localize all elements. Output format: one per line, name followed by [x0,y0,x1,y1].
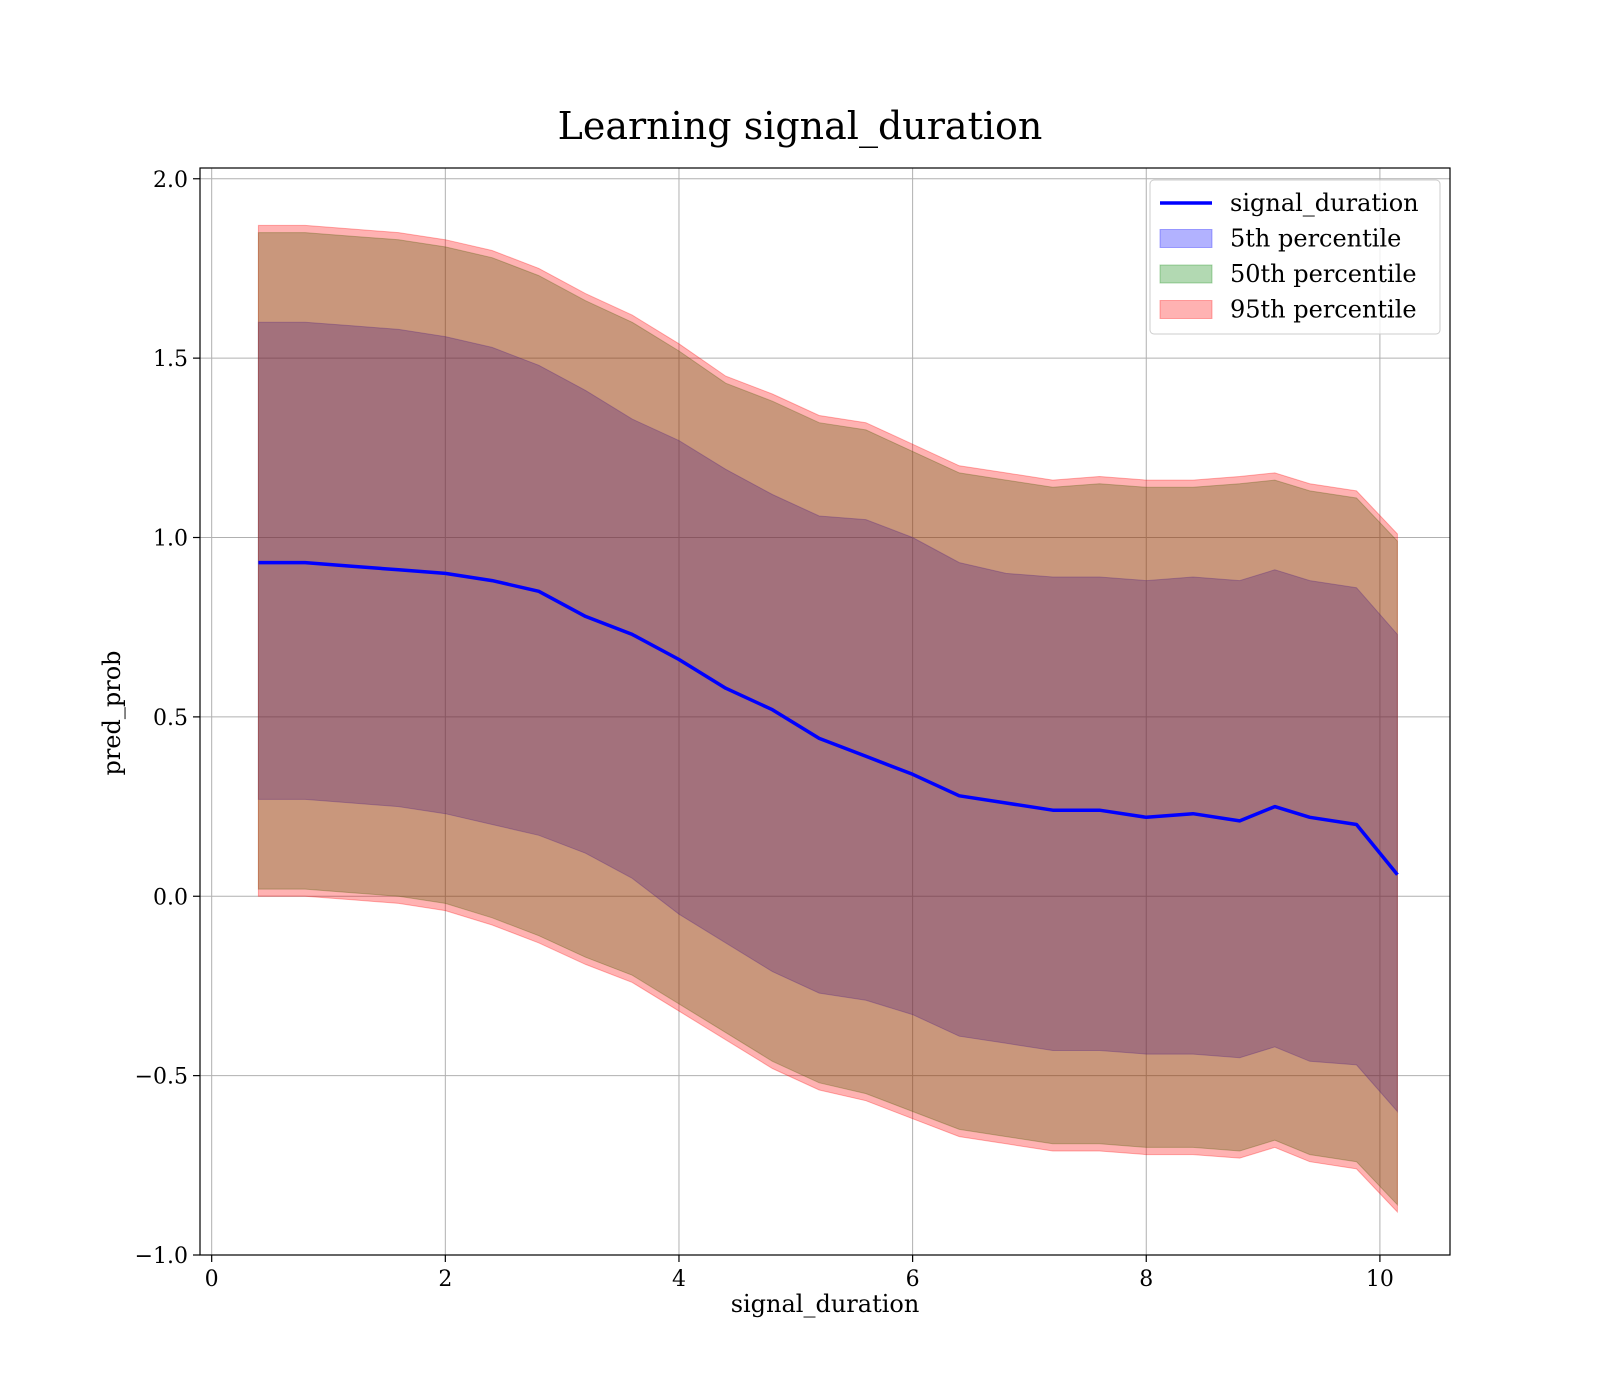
legend-label-signal-duration: signal_duration [1230,189,1419,217]
y-axis-label: pred_prob [98,650,126,775]
y-tick-label: −0.5 [135,1065,188,1090]
y-tick-label: 0.5 [153,706,188,731]
x-tick-label: 6 [906,1267,920,1292]
legend-label-50th-percentile: 50th percentile [1230,260,1417,288]
band-95th-percentile [257,224,1398,1214]
y-tick-label: 0.0 [153,885,188,910]
legend-label-5th-percentile: 5th percentile [1230,225,1401,253]
y-tick-label: 1.0 [153,527,188,552]
y-tick-label: −1.0 [135,1244,188,1269]
x-tick-label: 2 [438,1267,452,1292]
legend-swatch-5th-percentile [1159,229,1213,248]
series-line-signal-duration [258,560,1399,876]
legend-swatch-50th-percentile [1159,264,1213,284]
x-axis-ticks: 0 2 4 6 8 10 [205,1255,1394,1292]
line-series [258,560,1399,876]
x-tick-label: 4 [672,1267,686,1292]
x-tick-label: 0 [205,1267,219,1292]
x-tick-label: 10 [1366,1267,1394,1292]
legend-box [1149,179,1441,335]
y-tick-label: 2.0 [153,168,188,193]
chart-title: Learning signal_duration [558,104,1043,149]
y-axis-ticks: −1.0 −0.5 0.0 0.5 1.0 1.5 2.0 [135,168,200,1269]
plot-area [200,168,1450,1255]
band-50th-percentile [257,232,1398,1207]
y-tick-label: 1.5 [153,347,188,372]
x-tick-label: 8 [1139,1267,1153,1292]
band-5th-percentile [257,321,1398,1113]
x-axis-label: signal_duration [731,1290,920,1318]
percentile-bands [257,224,1398,1214]
legend: signal_duration 5th percentile 50th percen… [1149,179,1441,335]
legend-swatch-95th-percentile [1159,300,1213,319]
legend-label-95th-percentile: 95th percentile [1230,296,1417,324]
plot-frame [199,167,1451,1256]
